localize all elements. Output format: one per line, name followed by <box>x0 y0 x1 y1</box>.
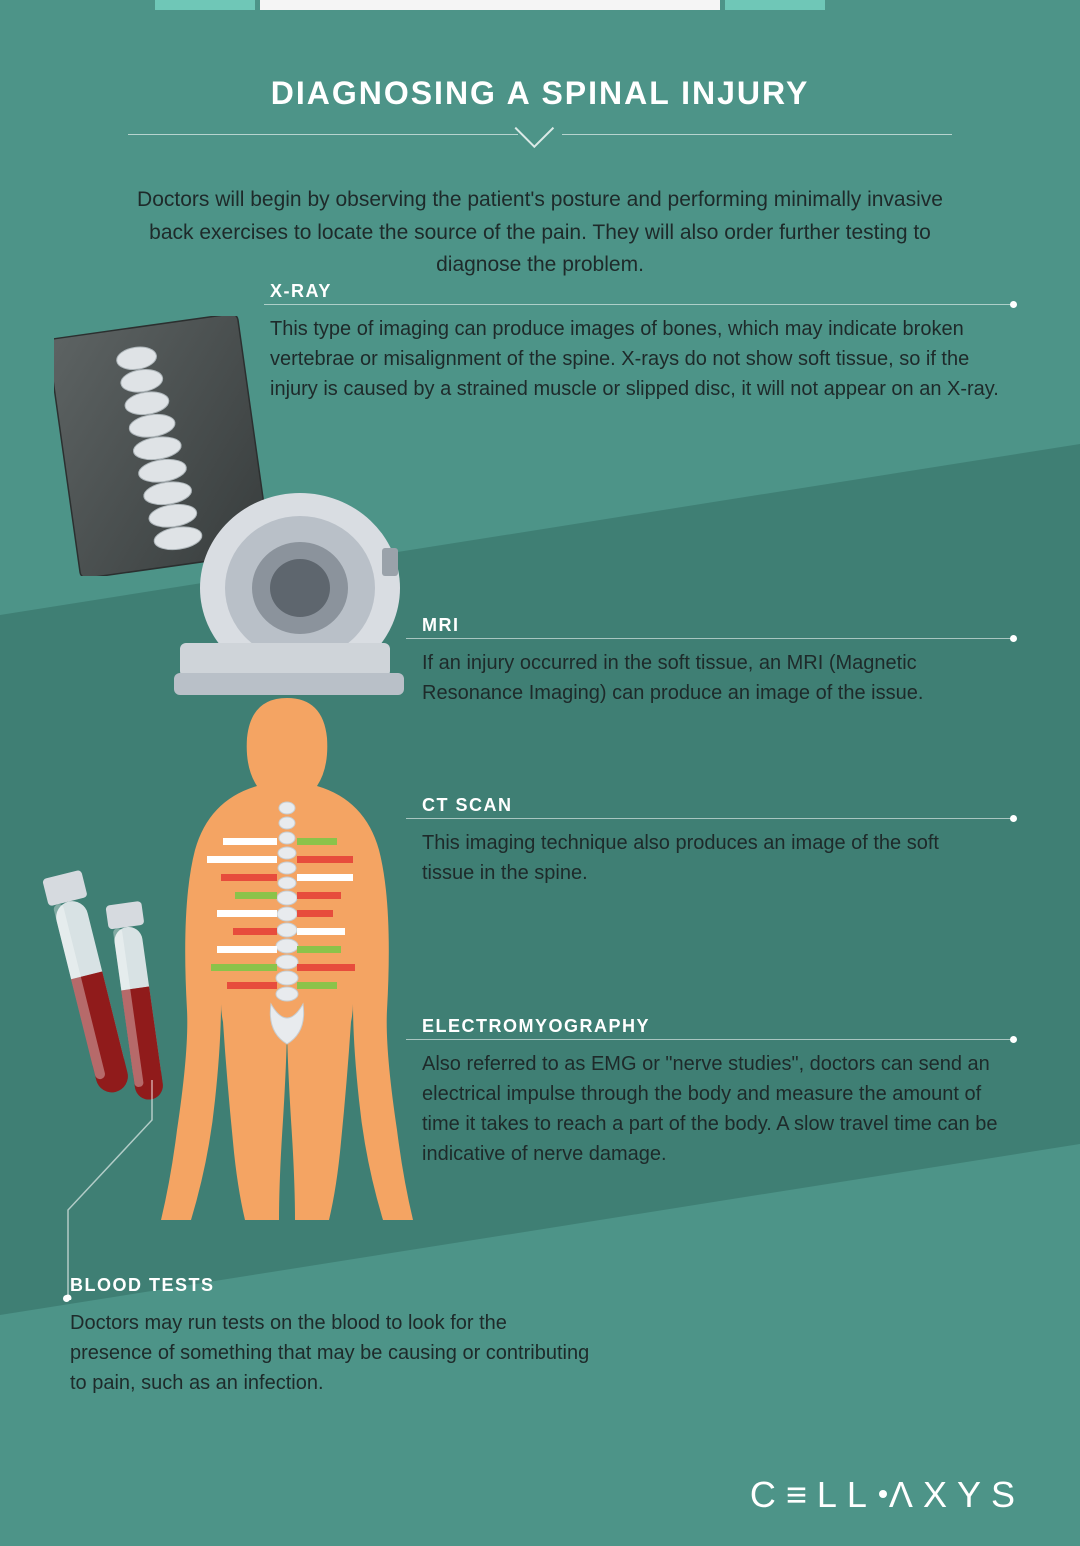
section-mri: MRI If an injury occurred in the soft ti… <box>422 615 982 708</box>
section-body: Also referred to as EMG or "nerve studie… <box>422 1049 1002 1169</box>
section-title: X-RAY <box>270 281 1010 302</box>
intro-text: Doctors will begin by observing the pati… <box>130 184 950 282</box>
content-wrapper: DIAGNOSING A SPINAL INJURY Doctors will … <box>0 0 1080 282</box>
leader-line-mri <box>406 638 1012 639</box>
section-title: ELECTROMYOGRAPHY <box>422 1016 1002 1037</box>
section-xray: X-RAY This type of imaging can produce i… <box>270 281 1010 404</box>
section-body: This imaging technique also produces an … <box>422 828 982 888</box>
leader-line-blood-path <box>62 1080 182 1300</box>
section-title: CT SCAN <box>422 795 982 816</box>
section-body: This type of imaging can produce images … <box>270 314 1010 404</box>
title-divider <box>60 120 1020 148</box>
section-body: Doctors may run tests on the blood to lo… <box>70 1308 590 1398</box>
mri-illustration <box>170 478 420 708</box>
section-title: MRI <box>422 615 982 636</box>
section-ct: CT SCAN This imaging technique also prod… <box>422 795 982 888</box>
chevron-down-icon <box>515 109 555 149</box>
section-emg: ELECTROMYOGRAPHY Also referred to as EMG… <box>422 1016 1002 1169</box>
section-body: If an injury occurred in the soft tissue… <box>422 648 982 708</box>
page-title: DIAGNOSING A SPINAL INJURY <box>60 75 1020 112</box>
leader-line-emg <box>406 1039 1012 1040</box>
leader-line-ct <box>406 818 1012 819</box>
leader-line-xray <box>264 304 1012 305</box>
brand-logo: C≡LLΛXYS <box>750 1474 1025 1516</box>
